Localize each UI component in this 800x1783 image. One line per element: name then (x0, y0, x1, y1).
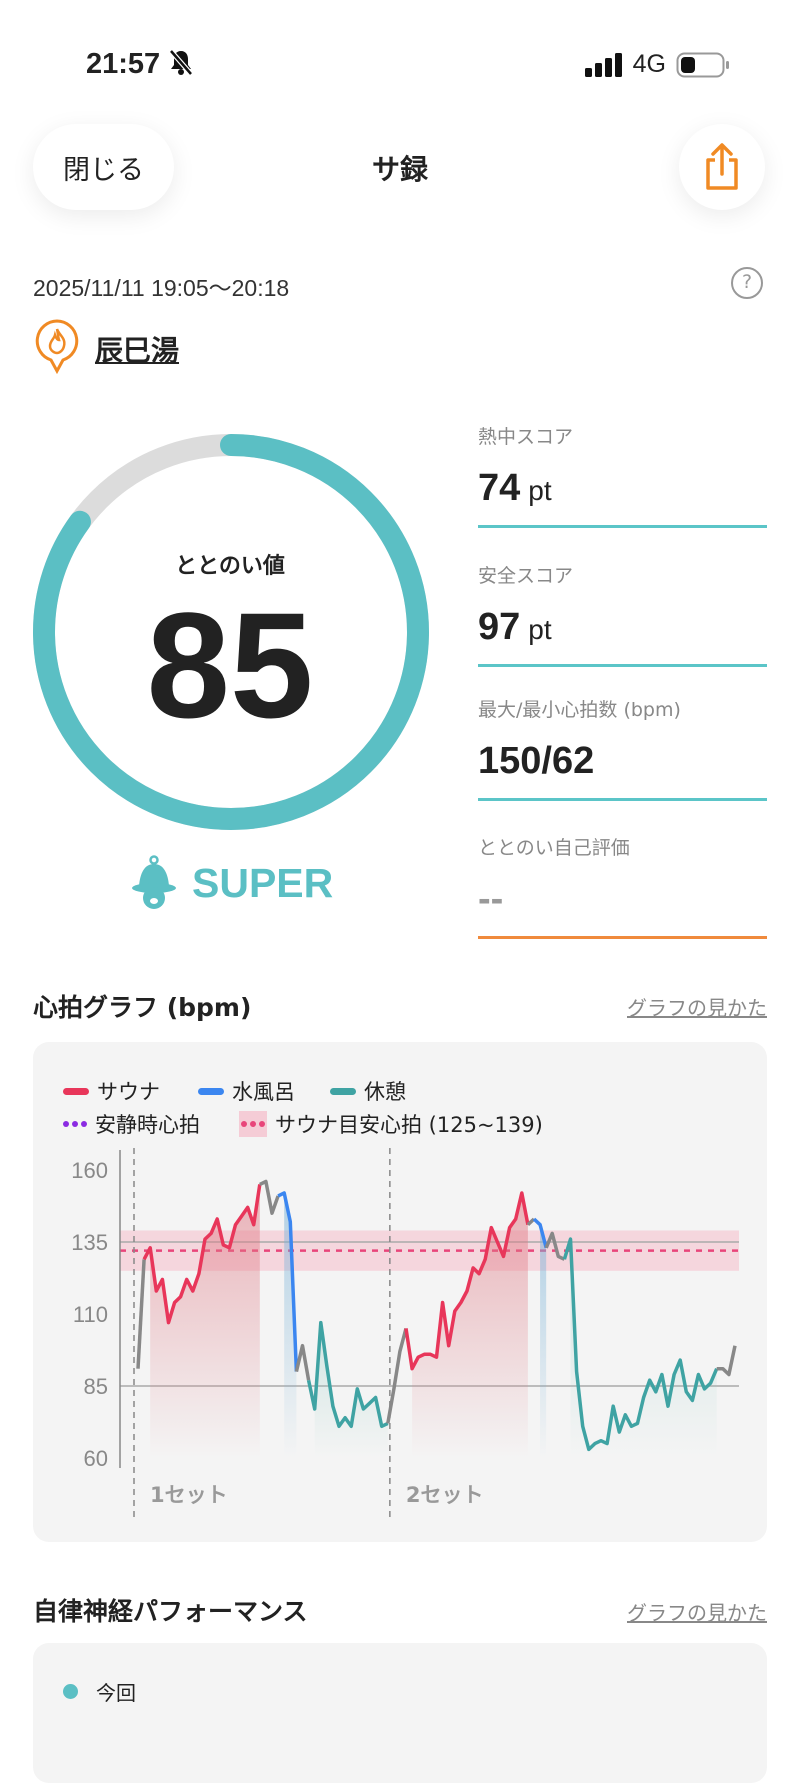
sauna-hr-line (142, 1184, 262, 1325)
rank-badge: SUPER (130, 855, 333, 911)
stat-value: -- (478, 878, 504, 920)
legend-dot (63, 1684, 78, 1699)
score-value: 85 (146, 581, 314, 749)
legend-current: 今回 (63, 1677, 136, 1706)
status-right: 4G (584, 50, 730, 79)
stat-0: 熱中スコア 74 pt (478, 422, 767, 528)
stat-underline (478, 664, 767, 667)
ans-graph-help-link[interactable]: グラフの見かた (627, 1601, 767, 1625)
ans-section-title: 自律神経パフォーマンス (33, 1597, 308, 1626)
share-button[interactable] (679, 124, 765, 210)
bell-slash-icon (169, 49, 194, 76)
rest-area (570, 1239, 717, 1458)
status-time: 21:57 (86, 48, 194, 81)
legend-sauna: サウナ (63, 1076, 160, 1106)
hr-chart: 160 135 110 85 60 1セット 2セット (71, 1148, 739, 1518)
sauna-facility-icon (35, 319, 79, 374)
facility-link[interactable]: 辰巳湯 (95, 334, 180, 367)
stat-label: ととのい自己評価 (478, 837, 630, 859)
totonoi-ring (33, 434, 429, 830)
score-label: ととのい値 (175, 554, 285, 579)
cold-hr-line (277, 1191, 299, 1372)
rest-hr-line (306, 1320, 389, 1429)
legend-swatch (198, 1087, 224, 1095)
legend-swatch (330, 1087, 356, 1095)
stat-value: 97 pt (478, 606, 552, 648)
other-hr-line (136, 1259, 146, 1369)
other-hr-line (259, 1179, 280, 1215)
stat-2: 最大/最小心拍数 (bpm) 150/62 (478, 695, 767, 801)
stat-label: 熱中スコア (478, 426, 574, 448)
hr-graph-help-link[interactable]: グラフの見かた (627, 996, 767, 1020)
stat-label: 最大/最小心拍数 (bpm) (478, 699, 681, 721)
cold-area (284, 1193, 297, 1458)
other-hr-line (386, 1327, 408, 1424)
sauna-hr-line (404, 1191, 530, 1371)
cold-area (540, 1224, 547, 1458)
signal-icon (584, 52, 622, 77)
set-label: 1セット (150, 1483, 228, 1507)
sauna-area (150, 1184, 260, 1458)
stat-value: 74 pt (478, 467, 552, 509)
close-button[interactable]: 閉じる (33, 124, 174, 210)
legend-cold: 水風呂 (198, 1076, 295, 1106)
stat-label: 安全スコア (478, 565, 574, 587)
y-tick-label: 110 (73, 1302, 108, 1327)
sauna-area (412, 1193, 528, 1458)
y-tick-label: 60 (84, 1446, 108, 1471)
rest-hr-line (562, 1237, 719, 1452)
hr-section-title: 心拍グラフ (bpm) (33, 993, 252, 1022)
other-hr-line (526, 1217, 536, 1226)
cold-hr-line (532, 1217, 548, 1249)
legend-swatch (63, 1087, 89, 1095)
y-tick-label: 85 (84, 1374, 108, 1399)
share-icon (706, 143, 738, 190)
other-hr-line (294, 1343, 311, 1381)
network-type: 4G (632, 50, 666, 78)
stat-underline (478, 798, 767, 801)
set-label: 2セット (406, 1483, 484, 1507)
help-icon[interactable]: ? (731, 267, 763, 299)
y-tick-label: 160 (71, 1158, 108, 1183)
stat-3[interactable]: ととのい自己評価 -- (478, 833, 767, 939)
sauna-hat-mascot-icon (132, 855, 176, 909)
other-hr-line (716, 1345, 737, 1377)
stat-underline (478, 936, 767, 939)
legend-rest: 休憩 (330, 1076, 406, 1106)
stat-underline (478, 525, 767, 528)
other-hr-line (544, 1231, 566, 1261)
legend-resting-hr: 安静時心拍 (63, 1109, 200, 1139)
stat-1: 安全スコア 97 pt (478, 561, 767, 667)
legend-swatch (239, 1111, 267, 1137)
rest-area (314, 1322, 388, 1458)
y-tick-label: 135 (71, 1230, 108, 1255)
rank-label: SUPER (192, 859, 334, 906)
battery-icon (676, 52, 729, 77)
legend-target-hr: サウナ目安心拍 (125~139) (239, 1109, 543, 1139)
legend-swatch (63, 1121, 87, 1127)
ring-progress (33, 434, 429, 830)
ans-chart-card: 今回 (33, 1643, 767, 1783)
session-datetime: 2025/11/11 19:05～20:18 (33, 275, 290, 301)
stat-value: 150/62 (478, 740, 595, 782)
page-title: サ録 (371, 153, 428, 186)
